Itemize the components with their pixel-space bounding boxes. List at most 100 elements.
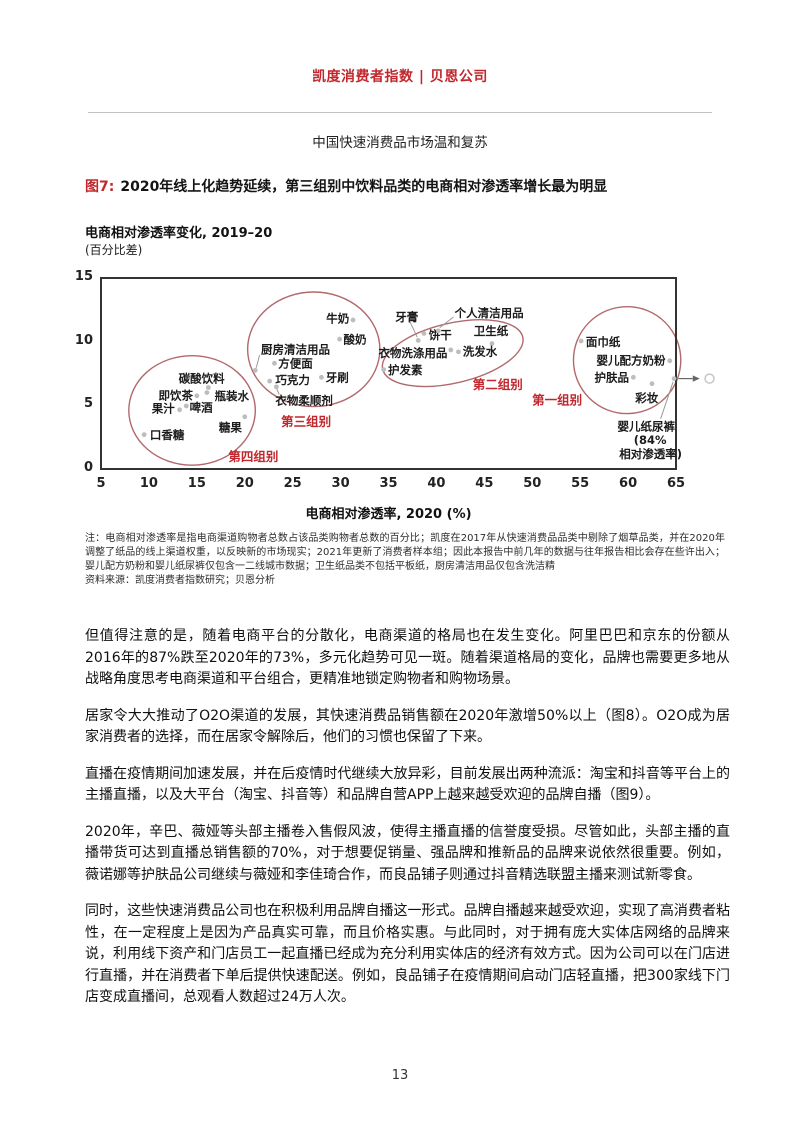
data-point [272, 360, 277, 366]
label-connector-line [439, 316, 454, 329]
data-point [381, 367, 387, 373]
x-tick-label: 10 [139, 476, 158, 491]
group-label: 第二组别 [473, 377, 523, 392]
y-axis-ticks: 0 5 10 15 [65, 269, 95, 478]
x-tick-label: 30 [331, 476, 350, 491]
label-connector-line [409, 321, 418, 338]
y-tick-label: 0 [83, 460, 93, 475]
data-point [177, 407, 182, 413]
group-label: 第一组别 [532, 392, 582, 407]
note-text: 注：电商相对渗透率是指电商渠道购物者总数占该品类购物者总数的百分比；凯度在201… [85, 533, 725, 572]
data-point [649, 381, 655, 387]
x-tick-label: 55 [571, 476, 590, 491]
data-point [350, 317, 356, 323]
group-label: 第四组别 [228, 449, 278, 464]
x-axis-title: 电商相对渗透率, 2020 (%) [305, 507, 472, 522]
label-connector-line [276, 388, 280, 395]
x-tick-label: 40 [427, 476, 446, 491]
point-label: 口香糖 [150, 428, 185, 442]
x-tick-label: 65 [666, 476, 686, 491]
point-label: 巧克力 [275, 373, 310, 387]
point-label: 衣物洗涤用品 [378, 346, 447, 360]
figure7-chart: 电商相对渗透率变化, 2019–20 (百分比差) 0 5 10 15 口香糖 果汁 啤酒… [65, 222, 775, 522]
x-tick-label: 45 [475, 476, 494, 491]
point-label: 碳酸饮料 [179, 371, 225, 385]
y-tick-label: 5 [83, 396, 93, 412]
chart-title: 电商相对渗透率变化, 2019–20 [85, 226, 273, 241]
figure-number-label: 图7: [85, 179, 115, 195]
paragraph-4: 2020年，辛巴、薇娅等头部主播卷入售假风波，使得主播直播的信誉度受损。尽管如此… [85, 823, 730, 883]
x-tick-label: 50 [523, 476, 542, 491]
paragraph-5: 同时，这些快速消费品公司也在积极利用品牌自播这一形式。品牌自播越来越受欢迎，实现… [85, 903, 730, 1005]
point-label: 牛奶 [326, 311, 349, 325]
point-label: 个人清洁用品 [454, 306, 524, 320]
report-header: 凯度消费者指数 | 贝恩公司 [312, 69, 488, 85]
body-text: 但值得注意的是，随着电商平台的分散化，电商渠道的格局也在发生变化。阿里巴巴和京东… [85, 626, 730, 1024]
x-tick-label: 15 [187, 476, 206, 491]
group-ellipse [246, 291, 381, 408]
data-point [252, 367, 258, 373]
x-tick-label: 25 [283, 476, 302, 491]
point-label: 婴儿配方奶粉 [596, 354, 665, 368]
doc-subtitle: 中国快速消费品市场温和复苏 [312, 135, 488, 151]
point-label: 方便面 [278, 357, 313, 371]
source-text: 资料来源：凯度消费者指数研究；贝恩分析 [85, 575, 275, 586]
x-tick-label: 5 [96, 476, 106, 491]
point-label: 糖果 [219, 420, 242, 434]
point-label: 饼干 [429, 328, 452, 342]
paragraph-3: 直播在疫情期间加速发展，并在后疫情时代继续大放异彩，目前发展出两种流派：淘宝和抖… [85, 765, 730, 804]
data-point [205, 385, 211, 390]
paragraph-2: 居家令大大推动了O2O渠道的发展，其快速消费品销售额在2020年激增50%以上（… [85, 707, 730, 746]
annotation-line: 婴儿纸尿裤 [618, 420, 676, 434]
data-point [667, 358, 673, 364]
point-label: 果汁 [151, 401, 175, 415]
point-label: 卫生纸 [474, 324, 509, 338]
data-point [319, 374, 324, 380]
x-tick-label: 35 [379, 476, 398, 491]
data-point [183, 403, 189, 409]
outside-data-point [704, 373, 715, 384]
data-point [421, 330, 427, 336]
data-point [415, 337, 421, 343]
x-tick-label: 20 [235, 476, 254, 491]
data-point [337, 336, 343, 342]
point-label: 护发素 [388, 363, 423, 377]
point-label: 牙膏 [395, 310, 418, 324]
point-label: 护肤品 [595, 371, 630, 385]
data-point [578, 338, 584, 344]
point-label: 彩妆 [634, 391, 658, 405]
annotation-line: (84% [634, 433, 667, 447]
group-ellipse [128, 354, 256, 466]
point-label: 酸奶 [343, 332, 366, 346]
data-point [242, 414, 248, 420]
point-label: 牙刷 [326, 371, 349, 385]
page-number: 13 [391, 1068, 409, 1083]
point-label: 洗发水 [463, 345, 498, 359]
figure-caption: 图7: 2020年线上化趋势延续，第三组别中饮料品类的电商相对渗透率增长最为明显 [85, 176, 725, 196]
point-label: 厨房清洁用品 [261, 343, 330, 357]
x-tick-label: 60 [619, 476, 638, 491]
figure-caption-text: 2020年线上化趋势延续，第三组别中饮料品类的电商相对渗透率增长最为明显 [120, 179, 608, 195]
label-connector-line [660, 381, 674, 419]
arrow-head-icon [692, 375, 700, 382]
y-tick-label: 10 [74, 332, 93, 348]
point-label: 即饮茶 [159, 389, 194, 403]
group-ellipse [572, 305, 682, 415]
point-label: 啤酒 [190, 401, 213, 415]
data-point [630, 374, 636, 380]
plot-area: 0 5 10 15 口香糖 果汁 啤酒 即饮茶 碳酸饮料 瓶装水 糖果 厨房清洁用品 方便面 巧克力 衣物… [65, 269, 775, 528]
data-point [448, 347, 454, 353]
data-point [194, 393, 200, 399]
paragraph-1: 但值得注意的是，随着电商平台的分散化，电商渠道的格局也在发生变化。阿里巴巴和京东… [85, 628, 730, 687]
header-divider [88, 112, 712, 113]
data-point [141, 432, 147, 438]
point-label: 瓶装水 [215, 389, 250, 403]
point-label: 面巾纸 [586, 335, 621, 349]
data-point [435, 328, 441, 334]
label-connector-line [255, 354, 261, 368]
chart-subtitle: (百分比差) [85, 243, 143, 257]
chart-notes: 注：电商相对渗透率是指电商渠道购物者总数占该品类购物者总数的百分比；凯度在201… [85, 532, 725, 588]
data-point [273, 384, 279, 390]
